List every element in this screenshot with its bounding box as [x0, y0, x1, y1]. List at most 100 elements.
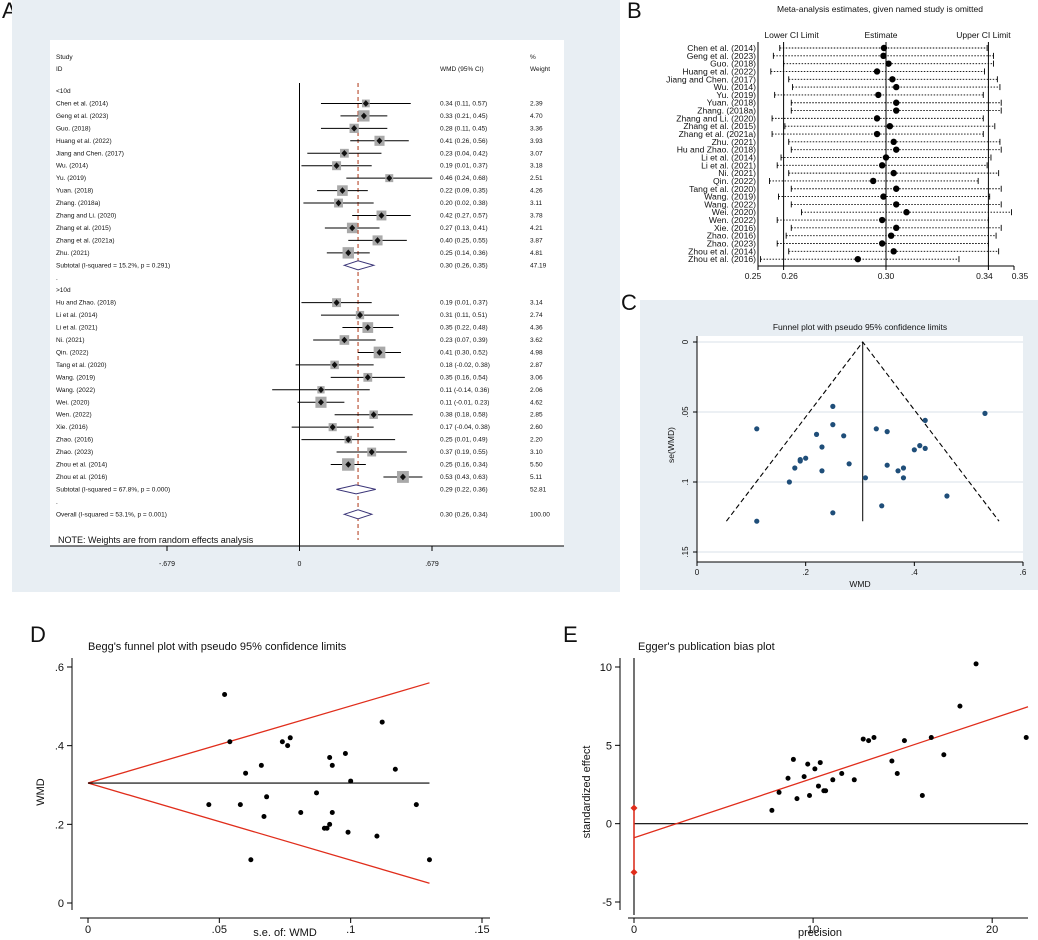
effect-ci-value: 0.37 (0.19, 0.55) — [440, 449, 488, 456]
study-point — [785, 775, 791, 781]
study-label: Zhou et al. (2014) — [688, 246, 756, 256]
estimate-point — [893, 146, 900, 153]
point-estimate-marker — [345, 461, 352, 468]
legend-upper: Upper CI Limit — [956, 30, 1011, 40]
effect-ci-value: 0.25 (0.01, 0.49) — [440, 437, 488, 444]
x-tick-label: 0.26 — [781, 271, 798, 281]
estimate-point — [875, 91, 882, 99]
x-tick-label: .679 — [425, 561, 439, 568]
y-tick-label: .6 — [55, 662, 64, 674]
study-label: Wang. (2022) — [704, 199, 756, 209]
x-tick-label: .15 — [474, 924, 489, 936]
study-point — [222, 692, 228, 698]
study-label: Yuan. (2018) — [56, 188, 93, 195]
study-point — [944, 493, 950, 499]
study-point — [261, 813, 267, 819]
point-estimate-marker — [341, 336, 348, 344]
study-point — [866, 738, 872, 744]
study-label: Zhao. (2016) — [56, 437, 93, 444]
estimate-point — [882, 154, 890, 161]
effect-ci-value: 0.11 (-0.14, 0.36) — [440, 387, 489, 394]
study-label: Subtotal (I-squared = 15.2%, p = 0.291) — [56, 262, 170, 269]
pooled-diamond — [336, 484, 376, 495]
weight-value: 3.87 — [530, 237, 543, 244]
legend-estimate: Estimate — [864, 30, 897, 40]
study-point — [805, 761, 811, 767]
header-ci: WMD (95% CI) — [440, 66, 484, 73]
x-axis-title: WMD — [849, 579, 870, 589]
weight-value: 2.06 — [530, 387, 543, 394]
study-label: Zhou et al. (2016) — [56, 474, 107, 481]
study-point — [901, 738, 907, 744]
y-tick-label: .1 — [681, 478, 690, 485]
effect-ci-value: 0.34 (0.11, 0.57) — [440, 100, 487, 107]
estimate-point — [873, 115, 881, 122]
estimate-point — [873, 130, 881, 138]
estimate-point — [878, 162, 886, 169]
study-label: Wang. (2022) — [56, 387, 95, 394]
y-axis-title: standardized effect — [581, 746, 593, 839]
effect-ci-value: 0.35 (0.16, 0.54) — [440, 374, 488, 381]
study-label: Zhang et al. (2021a) — [56, 237, 115, 244]
point-estimate-marker — [335, 199, 342, 207]
x-tick-label: 0.25 — [745, 271, 762, 281]
eggers-bias-plot: Egger's publication bias plot 0 10 20 -5 0 5 10… — [581, 641, 1029, 939]
study-label: Xie. (2016) — [714, 223, 756, 233]
y-tick-label: 0 — [681, 339, 690, 344]
study-point — [807, 792, 813, 798]
point-estimate-marker — [399, 473, 406, 481]
header-weight: Weight — [530, 66, 550, 73]
effect-ci-value: 0.33 (0.21, 0.45) — [440, 113, 488, 120]
weight-value: 2.51 — [530, 175, 543, 182]
study-label: Xie. (2016) — [56, 424, 88, 431]
chart-title: Meta-analysis estimates, given named stu… — [777, 4, 983, 14]
study-point — [922, 417, 928, 423]
x-tick-label: -.679 — [159, 561, 175, 568]
effect-ci-value: 0.20 (0.02, 0.38) — [440, 200, 488, 207]
study-label: Yu. (2019) — [716, 90, 756, 100]
x-tick-label: 0.30 — [878, 271, 895, 281]
effect-ci-value: 0.41 (0.30, 0.52) — [440, 349, 488, 356]
point-estimate-marker — [376, 349, 383, 356]
estimate-point — [903, 209, 910, 216]
study-point — [817, 760, 823, 766]
point-estimate-marker — [345, 436, 352, 443]
study-point — [982, 410, 988, 416]
study-point — [345, 829, 351, 835]
study-point — [754, 518, 760, 524]
chart-title: Egger's publication bias plot — [638, 641, 775, 653]
study-label: Zhang and Li. (2020) — [676, 113, 756, 123]
point-estimate-marker — [331, 361, 338, 369]
study-label: Li et al. (2021) — [701, 160, 756, 170]
study-point — [769, 807, 775, 813]
effect-ci-value: 0.42 (0.27, 0.57) — [440, 213, 488, 220]
study-point — [298, 810, 304, 816]
study-label: Zhang. (2018a) — [697, 106, 756, 116]
x-tick-label: .4 — [911, 568, 918, 577]
regression-line — [633, 706, 1029, 839]
study-point — [264, 794, 270, 800]
point-estimate-marker — [317, 398, 324, 406]
header-study: Study — [56, 54, 73, 61]
x-tick-label: .2 — [802, 568, 809, 577]
estimate-point — [890, 169, 897, 177]
study-point — [786, 479, 792, 485]
study-point — [1023, 735, 1029, 740]
effect-ci-value: 0.46 (0.24, 0.68) — [440, 175, 488, 182]
estimate-point — [870, 177, 877, 185]
study-point — [860, 736, 866, 742]
effect-ci-value: 0.22 (0.09, 0.35) — [440, 188, 488, 195]
weight-value: 3.18 — [530, 163, 543, 170]
study-label: Qin. (2022) — [56, 349, 89, 356]
intercept-ci-marker — [630, 804, 638, 812]
study-label: Zhu. (2021) — [56, 250, 90, 257]
study-point — [314, 790, 320, 796]
study-label: Wei. (2020) — [712, 207, 756, 217]
study-point — [819, 468, 825, 474]
study-point — [812, 766, 818, 772]
weight-value: 5.50 — [530, 462, 543, 469]
forest-plot-area — [50, 40, 564, 546]
weight-value: 2.20 — [530, 437, 543, 444]
study-point — [894, 771, 900, 777]
point-estimate-marker — [333, 162, 340, 169]
